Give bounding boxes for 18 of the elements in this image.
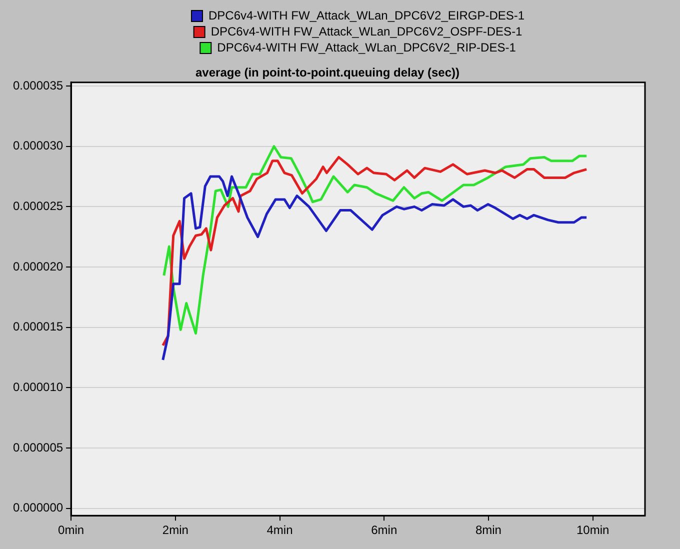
x-tick-label: 2min	[162, 523, 188, 538]
x-tick-label: 8min	[475, 523, 502, 538]
y-tick-label: 0.000035	[12, 78, 64, 92]
y-tick-label: 0.000020	[12, 259, 64, 274]
legend-label: DPC6v4-WITH FW_Attack_WLan_DPC6V2_OSPF-DES-1	[210, 24, 523, 38]
y-tick-label: 0.000015	[12, 320, 64, 334]
x-tick-label: 10min	[576, 523, 610, 538]
x-tick-label: 6min	[371, 523, 398, 538]
x-tick-label: 0min	[58, 523, 84, 538]
y-tick-label: 0.000030	[12, 138, 64, 153]
legend-label: DPC6v4-WITH FW_Attack_WLan_DPC6V2_RIP-DES-1	[217, 40, 516, 54]
y-tick-label: 0.000000	[12, 500, 64, 515]
y-tick-label: 0.000005	[12, 440, 64, 454]
legend-label: DPC6v4-WITH FW_Attack_WLan_DPC6V2_EIRGP-DES-1	[208, 8, 525, 22]
x-tick-label: 4min	[266, 523, 293, 538]
chart-title: average (in point-to-point.queuing delay (sec))	[195, 66, 460, 80]
y-tick-label: 0.000010	[12, 380, 64, 394]
y-tick-label: 0.000025	[12, 199, 64, 213]
